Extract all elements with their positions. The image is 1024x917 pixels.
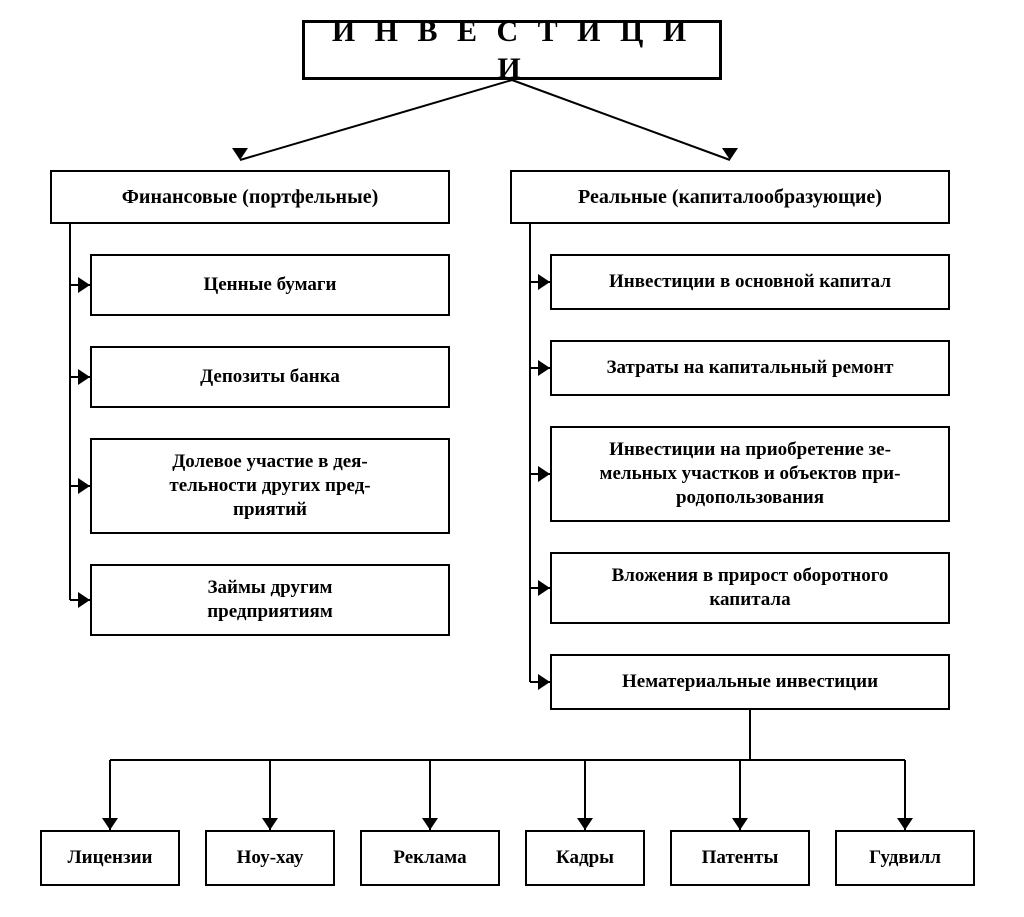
left-item-3: Займы другим предприятиям — [90, 564, 450, 636]
right-item-4: Нематериальные инвестиции — [550, 654, 950, 710]
left-item-1-label: Депозиты банка — [200, 365, 340, 389]
right-item-0-label: Инвестиции в основной капитал — [609, 270, 891, 294]
right-item-0: Инвестиции в основной капитал — [550, 254, 950, 310]
leaf-1: Ноу-хау — [205, 830, 335, 886]
left-item-0-label: Ценные бумаги — [203, 273, 336, 297]
left-header-label: Финансовые (портфельные) — [122, 185, 378, 210]
right-header: Реальные (капиталообразующие) — [510, 170, 950, 224]
right-item-3: Вложения в прирост оборотного капитала — [550, 552, 950, 624]
left-item-0: Ценные бумаги — [90, 254, 450, 316]
leaf-4-label: Патенты — [702, 846, 779, 870]
left-item-2: Долевое участие в дея- тельности других … — [90, 438, 450, 534]
right-item-1-label: Затраты на капитальный ремонт — [607, 356, 894, 380]
leaf-2-label: Реклама — [393, 846, 466, 870]
left-item-3-label: Займы другим предприятиям — [207, 576, 333, 624]
right-item-1: Затраты на капитальный ремонт — [550, 340, 950, 396]
right-item-3-label: Вложения в прирост оборотного капитала — [612, 564, 889, 612]
leaf-0: Лицензии — [40, 830, 180, 886]
leaf-4: Патенты — [670, 830, 810, 886]
right-item-4-label: Нематериальные инвестиции — [622, 670, 878, 694]
title-box-label: И Н В Е С Т И Ц И И — [313, 13, 711, 88]
leaf-0-label: Лицензии — [68, 846, 153, 870]
leaf-2: Реклама — [360, 830, 500, 886]
left-header: Финансовые (портфельные) — [50, 170, 450, 224]
leaf-1-label: Ноу-хау — [237, 846, 304, 870]
leaf-3: Кадры — [525, 830, 645, 886]
diagram-stage: И Н В Е С Т И Ц И И Финансовые (портфельн… — [0, 0, 1024, 917]
right-item-2-label: Инвестиции на приобретение зе- мельных у… — [600, 438, 901, 509]
left-item-1: Депозиты банка — [90, 346, 450, 408]
title-box: И Н В Е С Т И Ц И И — [302, 20, 722, 80]
right-item-2: Инвестиции на приобретение зе- мельных у… — [550, 426, 950, 522]
leaf-3-label: Кадры — [556, 846, 614, 870]
left-item-2-label: Долевое участие в дея- тельности других … — [169, 450, 370, 521]
leaf-5-label: Гудвилл — [869, 846, 941, 870]
leaf-5: Гудвилл — [835, 830, 975, 886]
right-header-label: Реальные (капиталообразующие) — [578, 185, 882, 210]
